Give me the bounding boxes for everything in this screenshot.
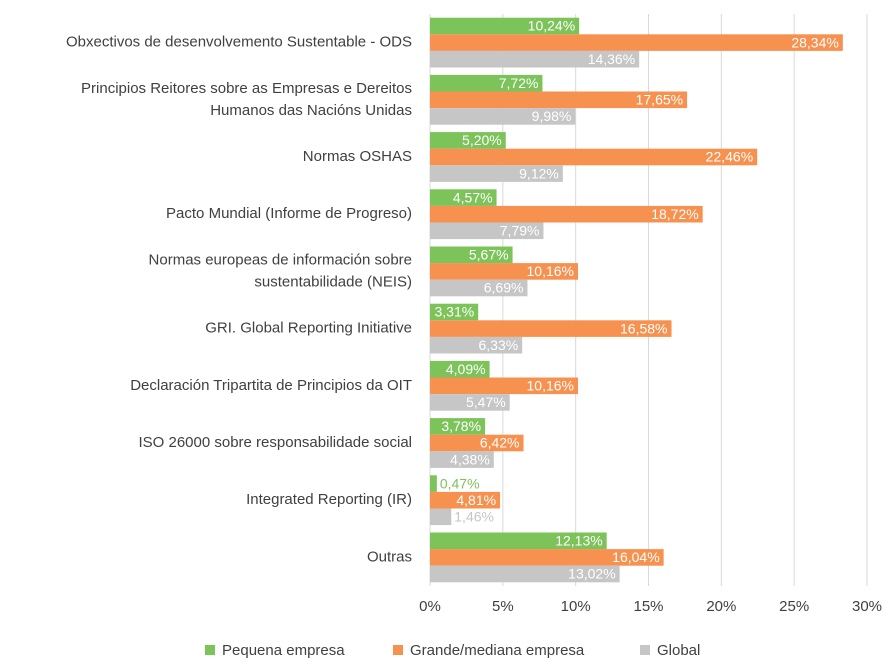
bar <box>430 394 510 411</box>
x-tick-label: 10% <box>561 598 591 615</box>
value-label: 12,13% <box>555 533 602 549</box>
y-tick-label: ISO 26000 sobre responsabilidade social <box>138 434 412 451</box>
bar <box>430 17 580 35</box>
value-label: 17,65% <box>636 92 683 108</box>
legend-label: Grande/mediana empresa <box>410 642 585 659</box>
bar <box>430 418 486 435</box>
x-tick-label: 30% <box>852 598 882 615</box>
value-label: 4,57% <box>453 189 493 205</box>
value-label: 14,36% <box>588 51 635 67</box>
legend-swatch <box>205 645 215 655</box>
bar <box>430 532 607 550</box>
bar <box>430 263 578 280</box>
value-label: 5,20% <box>462 132 502 148</box>
bar <box>430 320 672 337</box>
bar <box>430 565 620 583</box>
legend-swatch <box>393 645 403 655</box>
value-label: 5,67% <box>469 247 509 263</box>
bar <box>430 475 437 492</box>
x-tick-label: 0% <box>419 598 441 615</box>
value-label: 10,24% <box>528 18 575 34</box>
y-tick-label: Principios Reitores sobre as Empresas e … <box>81 80 412 119</box>
x-tick-label: 20% <box>706 598 736 615</box>
value-label: 10,16% <box>527 378 574 394</box>
legend-label: Global <box>657 642 700 659</box>
bar <box>430 91 688 109</box>
value-label: 5,47% <box>466 394 506 410</box>
value-label: 4,09% <box>446 361 486 377</box>
y-tick-label: Declaración Tripartita de Principios da … <box>130 377 412 394</box>
value-label: 6,69% <box>484 280 524 296</box>
bar <box>430 108 576 125</box>
value-label: 4,81% <box>456 492 496 508</box>
value-label: 6,33% <box>479 337 519 353</box>
bar <box>430 222 544 240</box>
value-label: 9,12% <box>519 165 559 181</box>
value-label: 0,47% <box>440 475 480 491</box>
bar <box>430 74 543 92</box>
value-label: 7,79% <box>500 223 540 239</box>
bar <box>430 491 501 509</box>
value-label: 18,72% <box>651 206 698 222</box>
bar <box>430 434 524 452</box>
bar <box>430 165 563 182</box>
bar <box>430 508 452 526</box>
bar <box>430 148 758 166</box>
value-label: 16,58% <box>620 320 667 336</box>
x-tick-label: 25% <box>779 598 809 615</box>
bar <box>430 451 494 468</box>
legend-label: Pequena empresa <box>222 642 345 659</box>
y-tick-label: GRI. Global Reporting Initiative <box>205 320 412 337</box>
value-label: 6,42% <box>480 435 520 451</box>
value-label: 16,04% <box>612 549 659 565</box>
bar <box>430 34 843 51</box>
bar <box>430 189 497 206</box>
value-label: 1,46% <box>454 509 494 525</box>
bar <box>430 246 513 264</box>
value-label: 4,38% <box>450 451 490 467</box>
bar <box>430 360 490 378</box>
bar <box>430 549 664 566</box>
y-tick-label: Integrated Reporting (IR) <box>246 491 412 508</box>
bar <box>430 50 640 68</box>
y-tick-label: Normas OSHAS <box>303 148 412 165</box>
value-label: 9,98% <box>532 108 572 124</box>
value-label: 13,02% <box>568 566 615 582</box>
value-label: 10,16% <box>527 263 574 279</box>
value-label: 3,78% <box>441 418 481 434</box>
bar <box>430 132 506 149</box>
legend-swatch <box>640 645 650 655</box>
y-tick-label: Obxectivos de desenvolvemento Sustentabl… <box>66 34 412 51</box>
bar <box>430 377 578 395</box>
x-tick-label: 5% <box>492 598 514 615</box>
bar <box>430 279 528 297</box>
y-tick-label: Pacto Mundial (Informe de Progreso) <box>166 205 412 222</box>
x-tick-label: 15% <box>633 598 663 615</box>
y-tick-label: Normas europeas de información sobre sust… <box>149 251 412 290</box>
value-label: 7,72% <box>499 75 539 91</box>
bar <box>430 336 523 354</box>
bar <box>430 303 479 321</box>
value-label: 22,46% <box>706 149 753 165</box>
value-label: 28,34% <box>791 34 838 50</box>
bar <box>430 205 703 223</box>
value-label: 3,31% <box>435 304 475 320</box>
y-tick-label: Outras <box>367 548 412 565</box>
